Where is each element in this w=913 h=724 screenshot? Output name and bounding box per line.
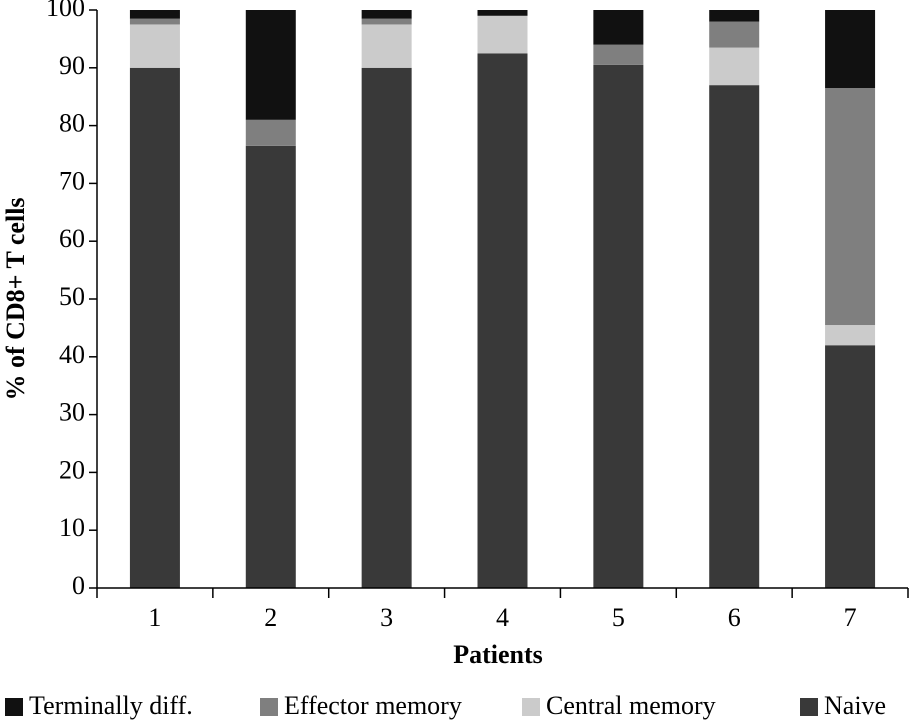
legend-label: Naive — [824, 691, 886, 720]
y-tick-label: 50 — [59, 282, 85, 311]
bar-segment — [709, 85, 760, 588]
bar-segment — [477, 53, 528, 589]
x-tick-label: 3 — [380, 603, 393, 632]
bar-segment — [709, 47, 760, 86]
bar-segment — [361, 18, 412, 25]
bar-segment — [593, 64, 644, 588]
bar-segment — [245, 10, 296, 120]
y-tick-label: 40 — [59, 340, 85, 369]
bar-segment — [129, 67, 180, 589]
bar-segment — [825, 325, 876, 346]
bar-segment — [129, 18, 180, 25]
x-axis-label: Patients — [453, 640, 543, 669]
y-tick-label: 0 — [72, 571, 85, 600]
y-tick-label: 90 — [59, 51, 85, 80]
bar-segment — [709, 21, 760, 48]
legend-swatch — [260, 698, 278, 716]
bar-segment — [593, 10, 644, 45]
y-axis-label: % of CD8+ T cells — [1, 197, 30, 400]
legend-swatch — [5, 698, 23, 716]
y-tick-label: 100 — [46, 0, 85, 22]
bar-segment — [245, 145, 296, 588]
bar-segment — [129, 10, 180, 19]
y-tick-label: 10 — [59, 513, 85, 542]
bar-segment — [361, 24, 412, 68]
bar-segment — [477, 15, 528, 54]
legend-label: Central memory — [546, 691, 716, 720]
legend-label: Effector memory — [284, 691, 462, 720]
y-tick-label: 60 — [59, 224, 85, 253]
bar-segment — [361, 67, 412, 589]
bar-segment — [825, 88, 876, 326]
bar-segment — [477, 10, 528, 16]
x-tick-label: 7 — [844, 603, 857, 632]
bar-segment — [593, 44, 644, 65]
bar-segment — [245, 119, 296, 146]
y-tick-label: 20 — [59, 455, 85, 484]
legend-label: Terminally diff. — [29, 691, 193, 720]
x-tick-label: 5 — [612, 603, 625, 632]
bar-segment — [129, 24, 180, 68]
legend-swatch — [800, 698, 818, 716]
bar-segment — [361, 10, 412, 19]
x-tick-label: 1 — [148, 603, 161, 632]
x-tick-label: 4 — [496, 603, 509, 632]
x-tick-label: 6 — [728, 603, 741, 632]
y-tick-label: 30 — [59, 398, 85, 427]
y-tick-label: 70 — [59, 166, 85, 195]
legend-swatch — [522, 698, 540, 716]
bar-segment — [825, 345, 876, 588]
x-tick-label: 2 — [264, 603, 277, 632]
bar-segment — [709, 10, 760, 22]
bar-segment — [825, 10, 876, 89]
y-tick-label: 80 — [59, 109, 85, 138]
